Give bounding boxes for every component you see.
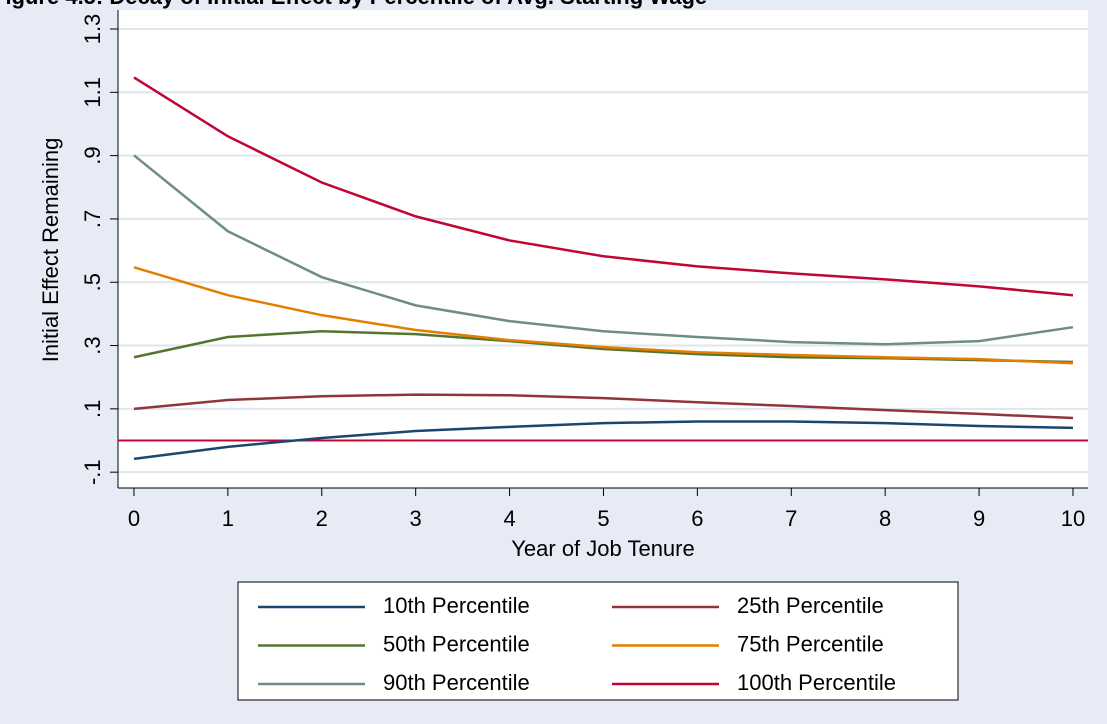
y-tick-label: .7 — [80, 210, 105, 228]
y-tick-label: .5 — [80, 273, 105, 291]
x-tick-label: 4 — [503, 506, 515, 531]
x-tick-label: 5 — [597, 506, 609, 531]
legend-label: 50th Percentile — [383, 631, 530, 656]
x-tick-label: 1 — [222, 506, 234, 531]
legend-label: 25th Percentile — [737, 593, 884, 618]
x-tick-label: 2 — [316, 506, 328, 531]
y-tick-label: .9 — [80, 146, 105, 164]
y-tick-label: 1.3 — [80, 14, 105, 45]
chart-title: Figure 4.5: Decay of Initial Effect by P… — [0, 0, 707, 9]
x-tick-label: 9 — [973, 506, 985, 531]
series-line — [133, 266, 1074, 365]
y-tick-label: -.1 — [80, 459, 105, 485]
x-tick-label: 6 — [691, 506, 703, 531]
x-tick-label: 10 — [1061, 506, 1085, 531]
series-line — [133, 420, 1074, 461]
series-line — [133, 154, 1074, 346]
x-tick-label: 8 — [879, 506, 891, 531]
y-axis-label: Initial Effect Remaining — [38, 138, 63, 363]
series-line — [133, 76, 1074, 297]
y-tick-label: .1 — [80, 400, 105, 418]
legend-label: 90th Percentile — [383, 670, 530, 695]
x-tick-label: 7 — [785, 506, 797, 531]
series-line — [133, 393, 1074, 420]
legend-label: 100th Percentile — [737, 670, 896, 695]
legend-label: 10th Percentile — [383, 593, 530, 618]
y-tick-label: .3 — [80, 336, 105, 354]
legend — [237, 581, 959, 701]
legend-label: 75th Percentile — [737, 631, 884, 656]
y-tick-label: 1.1 — [80, 77, 105, 108]
x-axis-label: Year of Job Tenure — [511, 536, 694, 561]
x-tick-label: 3 — [410, 506, 422, 531]
x-tick-label: 0 — [128, 506, 140, 531]
